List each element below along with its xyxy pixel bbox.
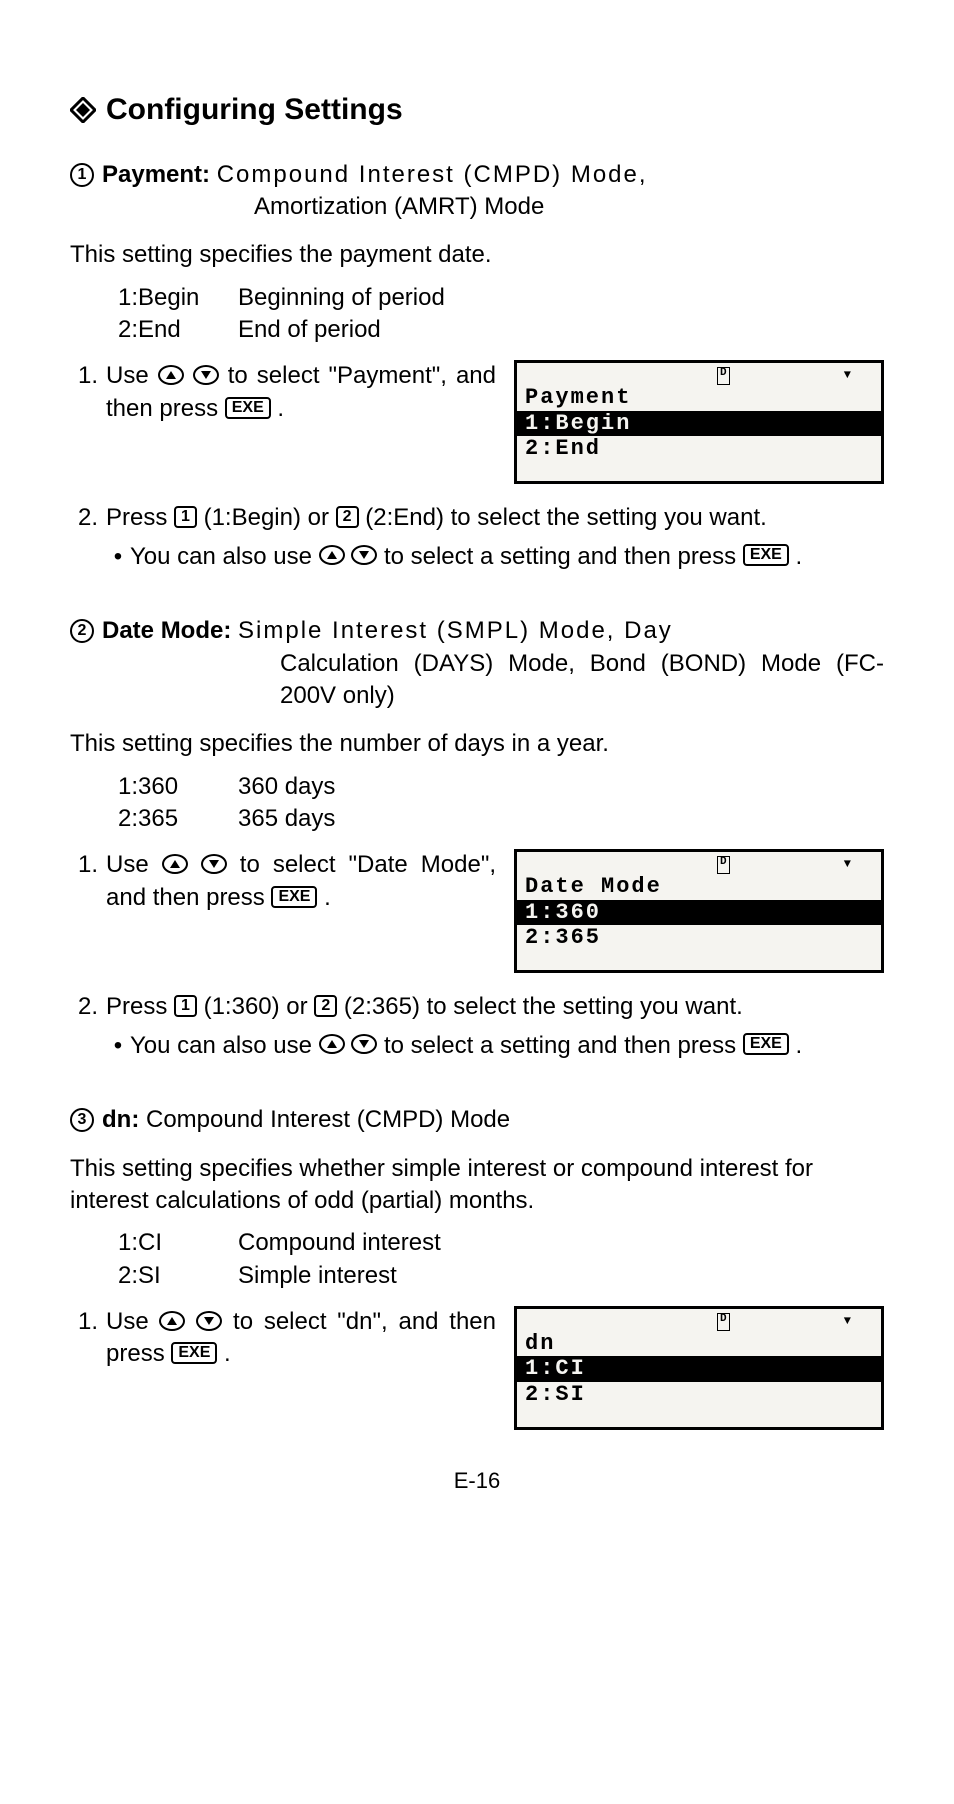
exe-key: EXE — [271, 886, 317, 908]
lcd-status-bar: D ▼ — [517, 367, 881, 385]
section-desc: This setting specifies the number of day… — [70, 728, 884, 760]
lcd-d-icon: D — [717, 367, 730, 385]
lcd-down-icon: ▼ — [844, 367, 851, 385]
step-text: . — [324, 884, 331, 911]
step-1: 1. Use to select "Date Mode", and then p… — [70, 849, 496, 914]
diamond-icon — [70, 97, 96, 123]
down-arrow-key — [196, 1311, 222, 1331]
section-1: 1 Payment: Compound Interest (CMPD) Mode… — [70, 159, 884, 224]
step-text: . — [277, 395, 284, 422]
circled-number: 2 — [70, 619, 94, 643]
down-arrow-key — [351, 1034, 377, 1054]
step-text: (2:365) to select the setting you want. — [344, 993, 743, 1020]
step-text: Press — [106, 504, 174, 531]
opt-key: 1:CI — [118, 1227, 238, 1259]
note-text: to select a setting and then press — [384, 543, 743, 570]
section-title: Payment: — [102, 161, 210, 188]
section-desc: This setting specifies the payment date. — [70, 239, 884, 271]
section-title: Date Mode: — [102, 617, 231, 644]
options-table: 1:360360 days 2:365365 days — [118, 771, 884, 836]
lcd-screen: D ▼ Date Mode 1:360 2:365 — [514, 849, 884, 973]
two-key: 2 — [314, 995, 337, 1017]
circled-number: 1 — [70, 163, 94, 187]
lcd-d-icon: D — [717, 856, 730, 874]
lcd-line-selected: 1:CI — [517, 1356, 881, 1381]
step-text: Use — [106, 362, 158, 389]
lcd-status-bar: D ▼ — [517, 856, 881, 874]
step-2: 2. Press 1 (1:Begin) or 2 (2:End) to sel… — [70, 502, 884, 589]
section-modes-1: Compound Interest (CMPD) Mode, — [217, 161, 648, 188]
opt-key: 2:SI — [118, 1260, 238, 1292]
lcd-line-selected: 1:360 — [517, 900, 881, 925]
section-desc: This setting specifies whether simple in… — [70, 1153, 884, 1218]
page-number: E-16 — [70, 1466, 884, 1496]
down-arrow-key — [193, 365, 219, 385]
step-text: (1:360) or — [204, 993, 315, 1020]
lcd-title: Date Mode — [517, 874, 881, 899]
one-key: 1 — [174, 995, 197, 1017]
lcd-line: 2:SI — [517, 1382, 881, 1407]
opt-key: 2:End — [118, 314, 238, 346]
opt-val: Compound interest — [238, 1227, 441, 1259]
lcd-screen: D ▼ Payment 1:Begin 2:End — [514, 360, 884, 484]
options-table: 1:CICompound interest 2:SISimple interes… — [118, 1227, 884, 1292]
exe-key: EXE — [743, 544, 789, 566]
lcd-title: Payment — [517, 385, 881, 410]
opt-val: 360 days — [238, 771, 335, 803]
step-text: Use — [106, 851, 162, 878]
note-text: You can also use — [130, 543, 319, 570]
exe-key: EXE — [171, 1342, 217, 1364]
exe-key: EXE — [225, 397, 271, 419]
step-1: 1. Use to select "dn", and then press EX… — [70, 1306, 496, 1371]
note-text: You can also use — [130, 1032, 319, 1059]
section-modes-2: Calculation (DAYS) Mode, Bond (BOND) Mod… — [102, 648, 884, 713]
opt-val: Simple interest — [238, 1260, 397, 1292]
step-1: 1. Use to select "Payment", and then pre… — [70, 360, 496, 425]
section-2: 2 Date Mode: Simple Interest (SMPL) Mode… — [70, 615, 884, 712]
lcd-title: dn — [517, 1331, 881, 1356]
step-text: Use — [106, 1308, 159, 1335]
section-title: dn: — [102, 1106, 139, 1133]
up-arrow-key — [158, 365, 184, 385]
up-arrow-key — [159, 1311, 185, 1331]
step-text: . — [224, 1340, 231, 1367]
step-text: Press — [106, 993, 174, 1020]
step-2: 2. Press 1 (1:360) or 2 (2:365) to selec… — [70, 991, 884, 1078]
lcd-line: 2:365 — [517, 925, 881, 950]
down-arrow-key — [351, 545, 377, 565]
section-modes-1: Compound Interest (CMPD) Mode — [146, 1106, 510, 1133]
opt-val: 365 days — [238, 803, 335, 835]
note-text: . — [796, 1032, 803, 1059]
heading-text: Configuring Settings — [106, 90, 403, 131]
note-text: . — [796, 543, 803, 570]
page-heading: Configuring Settings — [70, 90, 884, 131]
options-table: 1:BeginBeginning of period 2:EndEnd of p… — [118, 282, 884, 347]
lcd-line: 2:End — [517, 436, 881, 461]
section-3: 3 dn: Compound Interest (CMPD) Mode — [70, 1104, 884, 1136]
exe-key: EXE — [743, 1033, 789, 1055]
lcd-down-icon: ▼ — [844, 1313, 851, 1331]
up-arrow-key — [162, 854, 188, 874]
two-key: 2 — [336, 506, 359, 528]
step-text: (2:End) to select the setting you want. — [365, 504, 767, 531]
lcd-down-icon: ▼ — [844, 856, 851, 874]
up-arrow-key — [319, 1034, 345, 1054]
lcd-d-icon: D — [717, 1313, 730, 1331]
lcd-screen: D ▼ dn 1:CI 2:SI — [514, 1306, 884, 1430]
section-modes-1: Simple Interest (SMPL) Mode, Day — [238, 617, 673, 644]
circled-number: 3 — [70, 1108, 94, 1132]
opt-key: 1:Begin — [118, 282, 238, 314]
opt-key: 2:365 — [118, 803, 238, 835]
step-text: (1:Begin) or — [204, 504, 336, 531]
note-text: to select a setting and then press — [384, 1032, 743, 1059]
section-modes-2: Amortization (AMRT) Mode — [102, 191, 884, 223]
one-key: 1 — [174, 506, 197, 528]
opt-val: End of period — [238, 314, 381, 346]
lcd-line-selected: 1:Begin — [517, 411, 881, 436]
opt-key: 1:360 — [118, 771, 238, 803]
down-arrow-key — [201, 854, 227, 874]
up-arrow-key — [319, 545, 345, 565]
opt-val: Beginning of period — [238, 282, 445, 314]
lcd-status-bar: D ▼ — [517, 1313, 881, 1331]
